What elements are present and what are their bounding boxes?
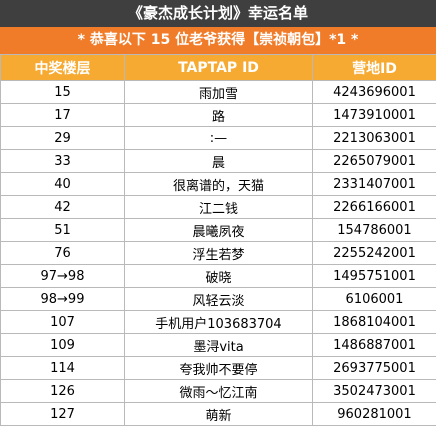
cell-floor: 33 [0,149,125,173]
cell-camp-id: 1495751001 [312,264,436,288]
table-row: 76 浮生若梦 2255242001 [0,241,436,265]
table-row: 126 微雨～忆江南 3502473001 [0,379,436,403]
congrats-banner: * 恭喜以下 15 位老爷获得【崇祯朝包】*1 * [0,27,436,54]
cell-taptap-id: 手机用户103683704 [124,310,313,334]
cell-camp-id: 2693775001 [312,356,436,380]
column-header-camp-id: 营地ID [312,54,436,81]
cell-camp-id: 6106001 [312,287,436,311]
column-header-taptap-id: TAPTAP ID [124,54,313,81]
cell-camp-id: 2265079001 [312,149,436,173]
winners-table: 中奖楼层 TAPTAP ID 营地ID 15 雨加雪 4243696001 17 路 14… [0,54,436,426]
cell-floor: 15 [0,80,125,104]
cell-floor: 127 [0,402,125,426]
table-row: 109 墨浔vita 1486887001 [0,333,436,357]
cell-floor: 107 [0,310,125,334]
cell-taptap-id: :— [124,126,313,150]
cell-floor: 29 [0,126,125,150]
table-row: 114 夸我帅不要停 2693775001 [0,356,436,380]
cell-camp-id: 1486887001 [312,333,436,357]
cell-camp-id: 1868104001 [312,310,436,334]
cell-camp-id: 4243696001 [312,80,436,104]
header-row: 中奖楼层 TAPTAP ID 营地ID [0,54,436,81]
cell-taptap-id: 萌新 [124,402,313,426]
table-row: 51 晨曦夙夜 154786001 [0,218,436,242]
cell-floor: 114 [0,356,125,380]
cell-taptap-id: 夸我帅不要停 [124,356,313,380]
cell-camp-id: 3502473001 [312,379,436,403]
table-row: 15 雨加雪 4243696001 [0,80,436,104]
table-row: 33 晨 2265079001 [0,149,436,173]
cell-floor: 109 [0,333,125,357]
cell-camp-id: 1473910001 [312,103,436,127]
cell-taptap-id: 江二钱 [124,195,313,219]
cell-floor: 42 [0,195,125,219]
cell-taptap-id: 晨曦夙夜 [124,218,313,242]
table-row: 42 江二钱 2266166001 [0,195,436,219]
column-header-floor: 中奖楼层 [0,54,125,81]
table-row: 17 路 1473910001 [0,103,436,127]
cell-floor: 40 [0,172,125,196]
cell-taptap-id: 风轻云淡 [124,287,313,311]
table-row: 29:— 2213063001 [0,126,436,150]
table-row: 98→99 风轻云淡 6106001 [0,287,436,311]
cell-taptap-id: 破晓 [124,264,313,288]
cell-floor: 51 [0,218,125,242]
cell-camp-id: 2331407001 [312,172,436,196]
cell-camp-id: 2266166001 [312,195,436,219]
cell-floor: 76 [0,241,125,265]
table-row: 97→98 破晓 1495751001 [0,264,436,288]
cell-floor: 126 [0,379,125,403]
cell-floor: 17 [0,103,125,127]
cell-taptap-id: 雨加雪 [124,80,313,104]
cell-floor: 98→99 [0,287,125,311]
cell-taptap-id: 晨 [124,149,313,173]
cell-taptap-id: 路 [124,103,313,127]
table-row: 40 很离谱的，天猫 2331407001 [0,172,436,196]
cell-taptap-id: 浮生若梦 [124,241,313,265]
cell-camp-id: 2255242001 [312,241,436,265]
table-row: 127 萌新 960281001 [0,402,436,426]
table-row: 107 手机用户103683704 1868104001 [0,310,436,334]
cell-taptap-id: 很离谱的，天猫 [124,172,313,196]
cell-taptap-id: 微雨～忆江南 [124,379,313,403]
cell-camp-id: 960281001 [312,402,436,426]
sheet-title: 《豪杰成长计划》幸运名单 [0,0,436,27]
cell-taptap-id: 墨浔vita [124,333,313,357]
cell-floor: 97→98 [0,264,125,288]
cell-camp-id: 2213063001 [312,126,436,150]
cell-camp-id: 154786001 [312,218,436,242]
